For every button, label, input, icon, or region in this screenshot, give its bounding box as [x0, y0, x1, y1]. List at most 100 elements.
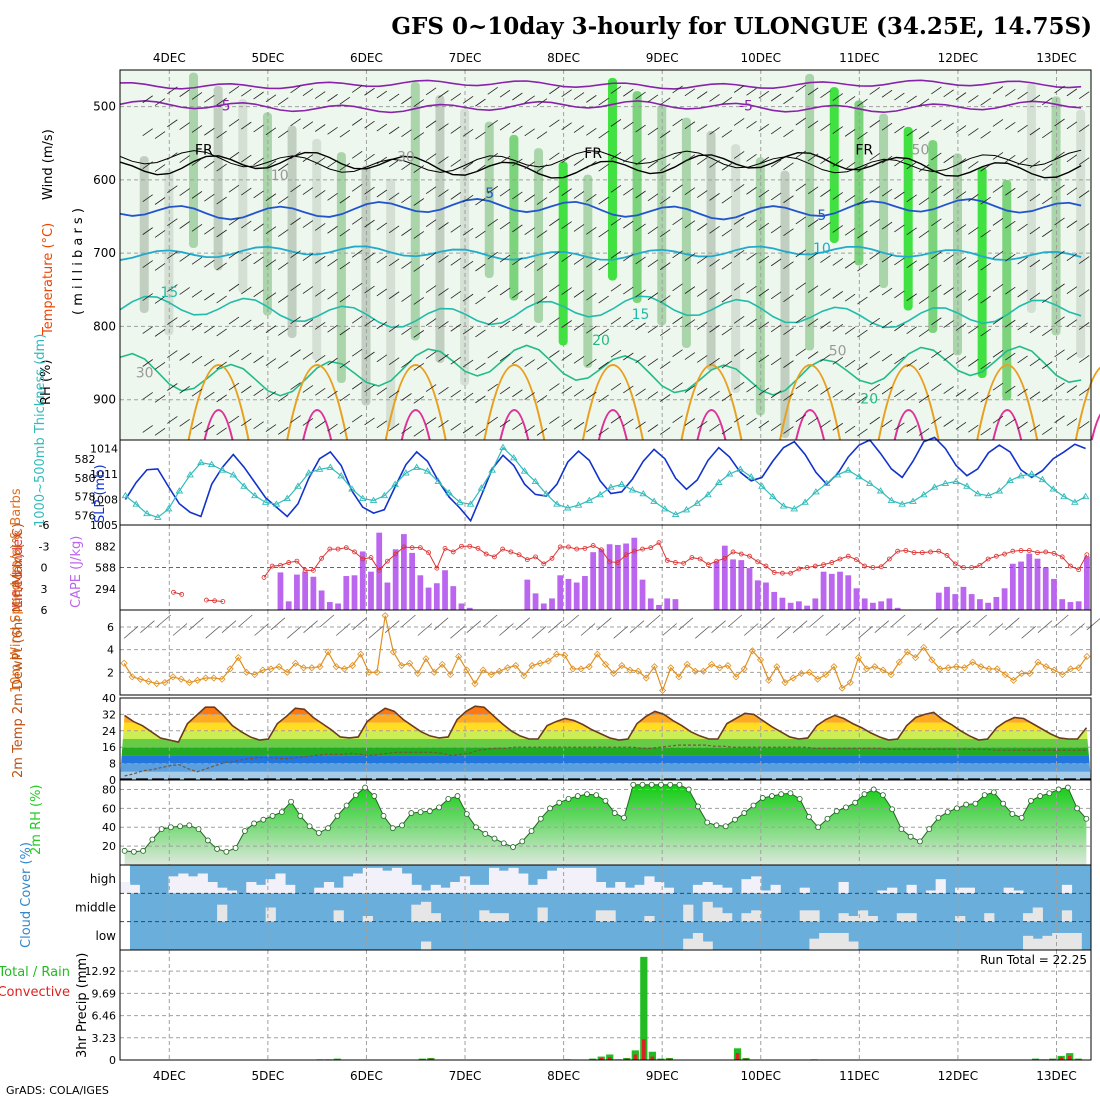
wind-speed-point [879, 666, 887, 674]
wind-barb [1005, 253, 1016, 262]
wind-barb [548, 620, 563, 633]
wind-barb [351, 381, 363, 390]
wind-barb [696, 256, 708, 264]
wind-barb [179, 254, 190, 262]
cloud-cell [265, 907, 276, 922]
cloud-cell [421, 901, 432, 922]
wind-barb [425, 285, 437, 293]
thickness-point [477, 484, 486, 491]
cloud-cell [692, 933, 704, 950]
wind-barb [733, 315, 745, 324]
wind-barb [1005, 220, 1016, 229]
precip-tick: 0 [109, 1054, 116, 1067]
rh-shade [189, 72, 199, 248]
wind-barb [857, 98, 868, 107]
wind-barb [1078, 124, 1090, 133]
wind-barb [388, 357, 400, 366]
wind-barb [524, 260, 535, 269]
wind-barb [807, 318, 819, 326]
wind-barb [167, 251, 178, 259]
precip-conv-bar [1059, 1057, 1063, 1060]
wind-barb [1029, 325, 1041, 334]
wind-barb [684, 220, 696, 228]
wind-barb [1054, 283, 1065, 292]
wind-barb [462, 128, 474, 137]
wind-barb [417, 623, 433, 636]
wind-barb [1054, 217, 1065, 226]
wind-barb [1042, 361, 1053, 369]
wind-barb [783, 129, 794, 138]
wind-barb [1017, 157, 1028, 166]
temp-tick: 24 [102, 725, 116, 738]
top-day-label: 10DEC [741, 51, 781, 65]
wind-speed-point [1001, 671, 1009, 679]
wind-barb [623, 385, 634, 394]
cape-bar [878, 601, 885, 610]
rh-point [972, 800, 979, 807]
rh-point [149, 836, 156, 843]
cape-bar [837, 571, 843, 610]
wind-barb [413, 264, 425, 272]
li-point [442, 545, 448, 551]
wind-barb [721, 393, 733, 402]
wind-barb [351, 151, 363, 159]
wind-barb [216, 163, 227, 172]
cape-bar [1067, 602, 1074, 610]
wind-barb [413, 297, 425, 305]
wind-barb [1066, 385, 1078, 393]
rh-shade [534, 148, 544, 323]
thickness-point [380, 491, 389, 499]
wind-barb [204, 292, 215, 301]
wind-barb [721, 294, 733, 303]
wind-speed-point [634, 667, 642, 675]
thickness-tick: 578 [75, 491, 96, 504]
wind-barb [1054, 184, 1065, 193]
wind-barb [660, 427, 671, 435]
wind-barb [894, 158, 905, 167]
wind-barb [684, 319, 696, 327]
cloud-cell [450, 882, 461, 894]
rh-point [639, 781, 646, 788]
thickness-point [1017, 472, 1025, 479]
wind-barb [1017, 322, 1028, 331]
rh-point [260, 816, 267, 823]
cloud-cell [401, 873, 412, 894]
wind-barb [561, 419, 572, 427]
wind-barb [524, 326, 535, 334]
rh-point [658, 781, 664, 788]
wind-speed-point [300, 664, 308, 672]
wind-barb [487, 185, 498, 194]
thickness-point [833, 471, 842, 478]
wind-barb [314, 420, 326, 429]
wind-barb [918, 131, 930, 140]
wind-barb [179, 221, 190, 229]
thickness-point [682, 506, 691, 513]
wind-barb [561, 221, 572, 229]
thickness-point [326, 463, 335, 470]
wind-barb [142, 95, 153, 104]
cape-bar [779, 597, 786, 610]
wind-barb [918, 164, 930, 173]
cloud-cell [498, 913, 509, 922]
wind-barb [253, 190, 264, 199]
wind-barb [1029, 193, 1041, 202]
wind-barb [314, 124, 326, 132]
wind-barb [204, 94, 215, 103]
wind-speed-point [128, 673, 136, 681]
wind-barb [499, 419, 511, 428]
wind-barb [795, 381, 807, 390]
top-day-label: 12DEC [938, 51, 978, 65]
wind-barb [388, 423, 400, 431]
li-point [738, 551, 744, 557]
run-total: Run Total = 22.25 [980, 953, 1087, 967]
thickness-point [1049, 485, 1058, 492]
wind-barb [216, 295, 227, 304]
rh-point [232, 845, 239, 851]
wind-barb [351, 183, 363, 192]
rh-point [815, 824, 822, 831]
wind-barb [758, 255, 770, 264]
wind-barb [241, 220, 252, 229]
thickness-point [456, 498, 464, 505]
